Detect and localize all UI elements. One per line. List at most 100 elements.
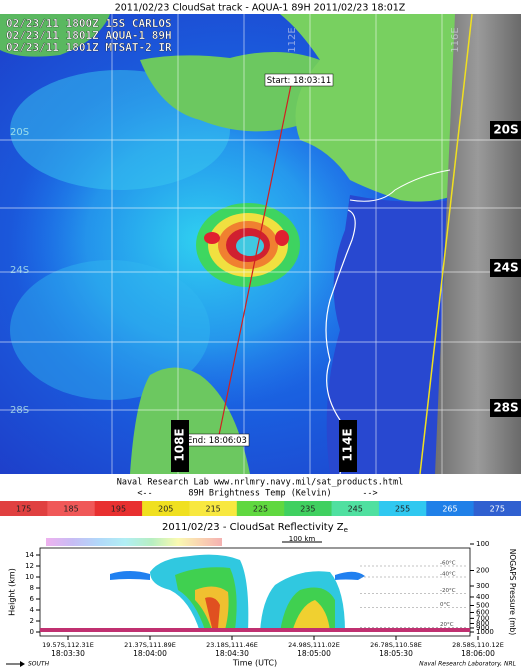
x-time-label: 18:06:00 bbox=[461, 649, 495, 658]
colorbar: 175 185 195 205 215 225 235 245 255 265 275 bbox=[0, 501, 521, 516]
y-axis-label: Height (km) bbox=[8, 568, 17, 616]
colorbar-cell bbox=[47, 501, 96, 516]
lat-label: 20S bbox=[493, 123, 518, 137]
end-label: End: 18:06:03 bbox=[187, 436, 247, 446]
colorbar-cell bbox=[94, 501, 143, 516]
swath-edge bbox=[419, 13, 473, 475]
x-position-label: 21.37S,111.89E bbox=[124, 641, 176, 649]
colorbar-cell bbox=[284, 501, 333, 516]
y2-tick-label: 700 bbox=[476, 614, 489, 622]
info-line: 02/23/11 1801Z AQUA-1 89H bbox=[6, 29, 172, 42]
x-position-label: 23.18S,111.46E bbox=[206, 641, 258, 649]
y2-axis-label: NOGAPS Pressure (mb) bbox=[508, 549, 517, 636]
land bbox=[0, 14, 110, 57]
label-box bbox=[490, 399, 521, 417]
y2-tick-label: 500 bbox=[476, 602, 489, 610]
reflectivity bbox=[40, 554, 470, 632]
colorbar-label: 185 bbox=[63, 505, 78, 514]
label-box bbox=[339, 420, 357, 472]
isotherm-label: 0°C bbox=[440, 602, 450, 608]
colorbar-cell bbox=[236, 501, 285, 516]
dbz-scale-bar bbox=[46, 538, 222, 546]
y-tick-label: 4 bbox=[30, 606, 35, 614]
land bbox=[280, 14, 455, 202]
colorbar-cell bbox=[142, 501, 190, 516]
y-tick-label: 2 bbox=[30, 617, 34, 625]
y-tick-label: 12 bbox=[25, 562, 34, 570]
title-bar bbox=[0, 0, 521, 14]
colorbar-cell bbox=[189, 501, 238, 516]
y2-tick-label: 800 bbox=[476, 619, 489, 627]
lon-label: 108E bbox=[173, 428, 187, 461]
image-title: 2011/02/23 CloudSat track - AQUA-1 89H 2… bbox=[115, 3, 406, 14]
colorbar-cell bbox=[378, 501, 427, 516]
land bbox=[130, 367, 250, 474]
faint-lat-label: 24S bbox=[10, 265, 29, 276]
info-line: 02/23/11 1800Z 15S CARLOS bbox=[6, 17, 172, 30]
x-position-label: 26.78S,110.58E bbox=[370, 641, 422, 649]
x-time-label: 18:04:00 bbox=[133, 649, 167, 658]
profile-axes: 0 2 4 6 8 10 12 14 100 200 300 40050060070080090010… bbox=[25, 540, 504, 658]
x-time-label: 18:04:30 bbox=[215, 649, 249, 658]
isotherm-label: -60°C bbox=[440, 561, 456, 567]
direction-arrowhead bbox=[20, 661, 25, 667]
label-box bbox=[171, 420, 189, 472]
colorbar-cell bbox=[0, 501, 48, 516]
y-tick-label: 8 bbox=[30, 584, 34, 592]
cloudsat-track bbox=[217, 79, 293, 441]
coastal-ocean bbox=[326, 195, 455, 474]
colorbar-cell bbox=[331, 501, 380, 516]
x-position-label: 28.58S,110.12E bbox=[452, 641, 504, 649]
plot-area bbox=[39, 547, 471, 637]
label-box bbox=[490, 121, 521, 139]
colorbar-label: 205 bbox=[158, 505, 173, 514]
storm bbox=[196, 203, 300, 287]
faint-lat-label: 28S bbox=[10, 405, 29, 416]
y2-tick-label: 200 bbox=[476, 566, 489, 574]
profile-credit: Naval Research Laboratory, NRL bbox=[419, 661, 516, 668]
y2-tick-label: 1000 bbox=[476, 628, 494, 636]
y2-tick-label: 100 bbox=[476, 540, 489, 548]
isotherm-label: -40°C bbox=[440, 572, 456, 578]
label-box bbox=[264, 73, 334, 87]
y-tick-label: 6 bbox=[30, 595, 35, 603]
colorbar-label: 255 bbox=[395, 505, 410, 514]
lon-label: 114E bbox=[341, 428, 355, 461]
colorbar-caption: 89H Brightness Temp (Kelvin) bbox=[188, 489, 331, 499]
coastline bbox=[349, 169, 451, 202]
x-time-label: 18:03:30 bbox=[51, 649, 85, 658]
colorbar-label: 175 bbox=[16, 505, 31, 514]
info-line: 02/23/11 1801Z MTSAT-2 IR bbox=[6, 41, 172, 54]
faint-lon-label: 112E bbox=[287, 27, 298, 52]
y-tick-label: 0 bbox=[30, 628, 34, 636]
x-time-label: 18:05:30 bbox=[379, 649, 413, 658]
x-position-label: 24.98S,111.02E bbox=[288, 641, 340, 649]
isotherm-label: 20°C bbox=[440, 622, 454, 628]
colorbar-label: 225 bbox=[253, 505, 268, 514]
start-label: Start: 18:03:11 bbox=[267, 76, 332, 86]
credit: Naval Research Lab www.nrlmry.navy.mil/s… bbox=[117, 478, 404, 488]
direction-label: SOUTH bbox=[28, 661, 50, 668]
colorbar-label: 245 bbox=[348, 505, 363, 514]
y2-tick-label: 600 bbox=[476, 608, 489, 616]
colorbar-label: 275 bbox=[490, 505, 505, 514]
scale-bar-label: 100 km bbox=[289, 535, 316, 543]
graticule bbox=[0, 14, 521, 474]
colorbar-cell bbox=[426, 501, 475, 516]
y2-tick-label: 400 bbox=[476, 593, 489, 601]
x-position-label: 19.57S,112.31E bbox=[42, 641, 94, 649]
colorbar-label: 265 bbox=[442, 505, 457, 514]
profile-title: 2011/02/23 - CloudSat Reflectivity Ze bbox=[162, 522, 348, 534]
lat-label: 24S bbox=[493, 261, 518, 275]
colorbar-cell bbox=[473, 501, 521, 516]
land bbox=[140, 51, 327, 132]
faint-lat-label: 20S bbox=[10, 127, 29, 138]
profile-title-sub: e bbox=[344, 526, 348, 534]
lat-label: 28S bbox=[493, 401, 518, 415]
label-box bbox=[490, 259, 521, 277]
y-tick-label: 14 bbox=[25, 551, 34, 559]
colorbar-label: 215 bbox=[205, 505, 220, 514]
cloud-band bbox=[10, 260, 210, 400]
arrow: --> bbox=[362, 489, 377, 499]
x-axis-label: Time (UTC) bbox=[232, 659, 277, 668]
